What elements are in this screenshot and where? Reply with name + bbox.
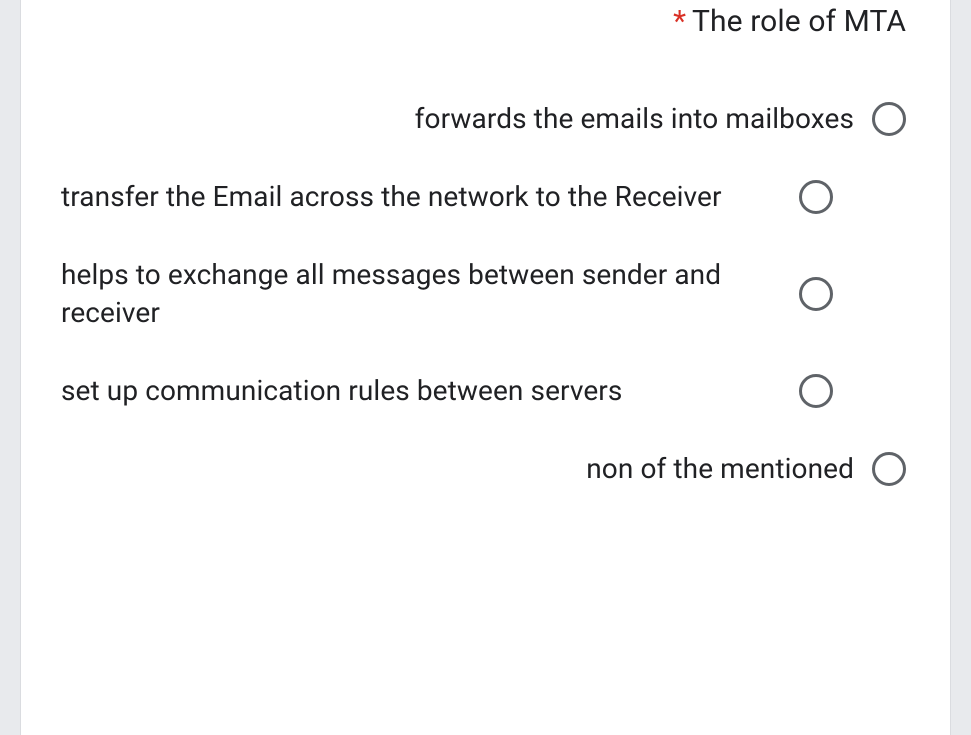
- option-label: helps to exchange all messages between s…: [61, 256, 781, 332]
- radio-icon[interactable]: [799, 277, 833, 311]
- option-label: transfer the Email across the network to…: [61, 178, 781, 216]
- radio-icon[interactable]: [799, 374, 833, 408]
- radio-icon[interactable]: [799, 180, 833, 214]
- radio-icon[interactable]: [872, 102, 906, 136]
- question-text: The role of MTA: [692, 4, 906, 40]
- option-label: non of the mentioned: [586, 450, 854, 488]
- option-row[interactable]: transfer the Email across the network to…: [61, 178, 910, 216]
- question-header: * The role of MTA: [61, 0, 910, 40]
- options-group: forwards the emails into mailboxes trans…: [61, 100, 910, 488]
- option-row[interactable]: set up communication rules between serve…: [61, 372, 910, 410]
- option-label: forwards the emails into mailboxes: [415, 100, 854, 138]
- option-row[interactable]: non of the mentioned: [61, 450, 910, 488]
- question-card: * The role of MTA forwards the emails in…: [20, 0, 951, 735]
- option-label: set up communication rules between serve…: [61, 372, 781, 410]
- option-row[interactable]: forwards the emails into mailboxes: [61, 100, 910, 138]
- required-asterisk: *: [673, 4, 686, 40]
- option-row[interactable]: helps to exchange all messages between s…: [61, 256, 910, 332]
- radio-icon[interactable]: [872, 452, 906, 486]
